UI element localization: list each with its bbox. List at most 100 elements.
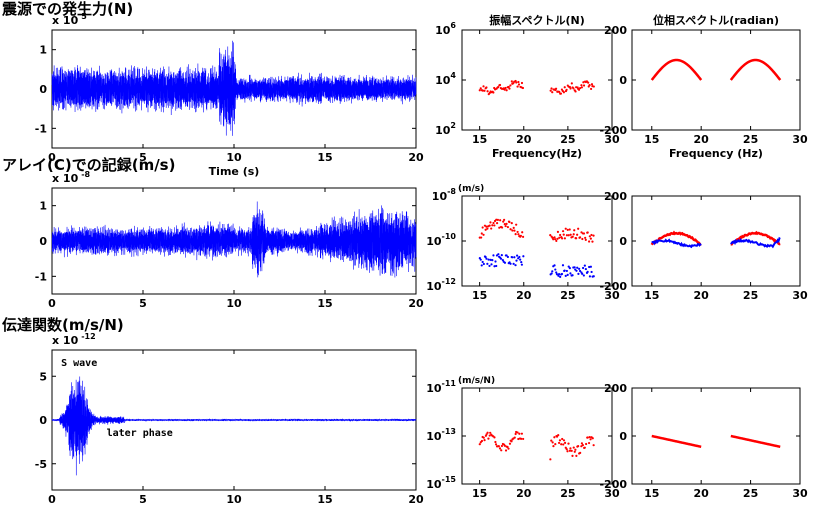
record_amp-point: [562, 233, 565, 236]
record_amp-point: [493, 224, 496, 227]
record_amp-point: [512, 226, 515, 229]
record_amp-point: [582, 232, 586, 235]
record_amp-point: [492, 221, 495, 225]
transfer_time-xtick-label: 20: [408, 493, 424, 506]
record_amp-point: [492, 254, 495, 257]
force_phase-series-0-band-0: [650, 58, 703, 81]
force_amp-point: [497, 86, 500, 89]
force_amp-point: [570, 82, 573, 85]
transfer_amp-point: [516, 431, 519, 434]
transfer_phase-ytick-label: 0: [619, 430, 627, 443]
record_amp-point: [503, 218, 506, 221]
transfer_amp-point: [508, 442, 512, 445]
record_amp-point: [575, 269, 578, 272]
force_amp-point: [569, 87, 572, 90]
transfer_amp-point: [560, 443, 563, 446]
force_amp-point: [563, 86, 566, 89]
record_phase-xtick-label: 20: [694, 289, 710, 302]
transfer_amp-point: [580, 442, 584, 445]
record_time-series: [51, 201, 417, 278]
transfer_amp-point: [514, 432, 517, 436]
transfer_amp-point: [480, 439, 484, 443]
record_amp-xtick-label: 30: [604, 289, 620, 302]
transfer_amp-point: [522, 437, 525, 441]
force_amp-point: [478, 89, 481, 92]
record_amp-point: [482, 262, 485, 266]
record_phase-series-1-band-1: [730, 236, 781, 249]
record_amp-point: [565, 269, 568, 273]
record_time-xtick-label: 5: [139, 297, 147, 310]
force_phase-frame: [631, 29, 801, 131]
record_time-xtick-label: 20: [408, 297, 424, 310]
force_amp-frame: [461, 29, 613, 131]
force_time-ytick-label: 0: [39, 83, 47, 96]
force_phase-xtick-label: 30: [792, 133, 808, 146]
record_phase-ytick-label: 200: [604, 190, 627, 203]
record_amp-point: [489, 258, 492, 261]
transfer_amp-point: [513, 436, 516, 439]
record_amp-ytick-label: 10-8: [432, 187, 457, 203]
record_amp-point: [514, 264, 517, 267]
record_amp-point: [569, 233, 572, 236]
transfer_amp-point: [554, 443, 557, 446]
record_amp-point: [497, 253, 500, 256]
force_phase-ytick-label: -200: [599, 124, 627, 137]
record_amp-point: [556, 230, 560, 234]
transfer_phase-ytick-label: 200: [604, 382, 627, 395]
force_amp-xtick-label: 15: [472, 133, 487, 146]
force_amp-point: [498, 83, 502, 87]
record_amp-point: [549, 234, 552, 237]
record_amp-point: [561, 264, 565, 267]
force_time-exponent: x 10 5: [52, 12, 87, 27]
record_amp-point: [485, 257, 488, 260]
force_amp-xtick-label: 30: [604, 133, 620, 146]
force_amp-ytick-label: 104: [435, 71, 456, 87]
transfer_amp-point: [587, 441, 591, 445]
transfer_amp-point: [555, 435, 559, 438]
force_time-xtick-label: 15: [317, 151, 332, 164]
force_amp-point: [505, 89, 508, 92]
section-title-record: アレイ(C)での記録(m/s): [2, 156, 175, 174]
force_amp-ytick-label: 102: [435, 121, 456, 137]
force_amp-point: [517, 80, 520, 84]
transfer_amp-point: [507, 447, 510, 450]
transfer_amp-point: [500, 449, 503, 452]
record_amp-point: [569, 272, 572, 275]
section-title-force: 震源での発生力(N): [2, 0, 133, 18]
transfer_amp-point: [520, 432, 523, 435]
transfer_amp-point: [562, 443, 565, 446]
transfer_amp-point: [574, 448, 577, 451]
record_amp-point: [488, 224, 491, 227]
transfer_amp-point: [489, 431, 492, 434]
record_amp-point: [592, 275, 595, 278]
record_amp-point: [575, 237, 578, 240]
force_time-series: [51, 40, 417, 136]
force_amp-point: [562, 91, 565, 94]
transfer_amp-point: [583, 446, 586, 449]
force_amp-point: [517, 83, 521, 86]
force_amp-point: [592, 85, 595, 88]
transfer_amp-point: [493, 436, 496, 439]
record_amp-point: [568, 267, 571, 270]
force_amp-ytick-label: 106: [435, 21, 456, 37]
record_amp-point: [480, 264, 483, 267]
force_phase-series-0-band-1: [729, 58, 782, 81]
record_amp-point: [577, 272, 580, 276]
force_amp-point: [510, 80, 513, 83]
transfer_amp-point: [591, 437, 594, 440]
record_amp-point: [510, 222, 513, 225]
record_time-exponent: x 10 -8: [52, 170, 91, 185]
record_amp-point: [491, 224, 494, 227]
force_amp-point: [559, 92, 562, 95]
transfer_amp-point: [558, 439, 562, 442]
record_amp-point: [591, 240, 594, 243]
record_amp-point: [576, 266, 579, 269]
record_amp-point: [550, 272, 553, 275]
force_amp-point: [549, 89, 552, 92]
record_phase-xtick-label: 15: [644, 289, 659, 302]
record_amp-point: [495, 264, 498, 268]
transfer_amp-point: [567, 442, 570, 445]
force_phase-xlabel: Frequency (Hz): [669, 147, 763, 160]
transfer_amp-frame: [461, 387, 613, 485]
transfer_time-ytick-label: 5: [39, 370, 47, 383]
